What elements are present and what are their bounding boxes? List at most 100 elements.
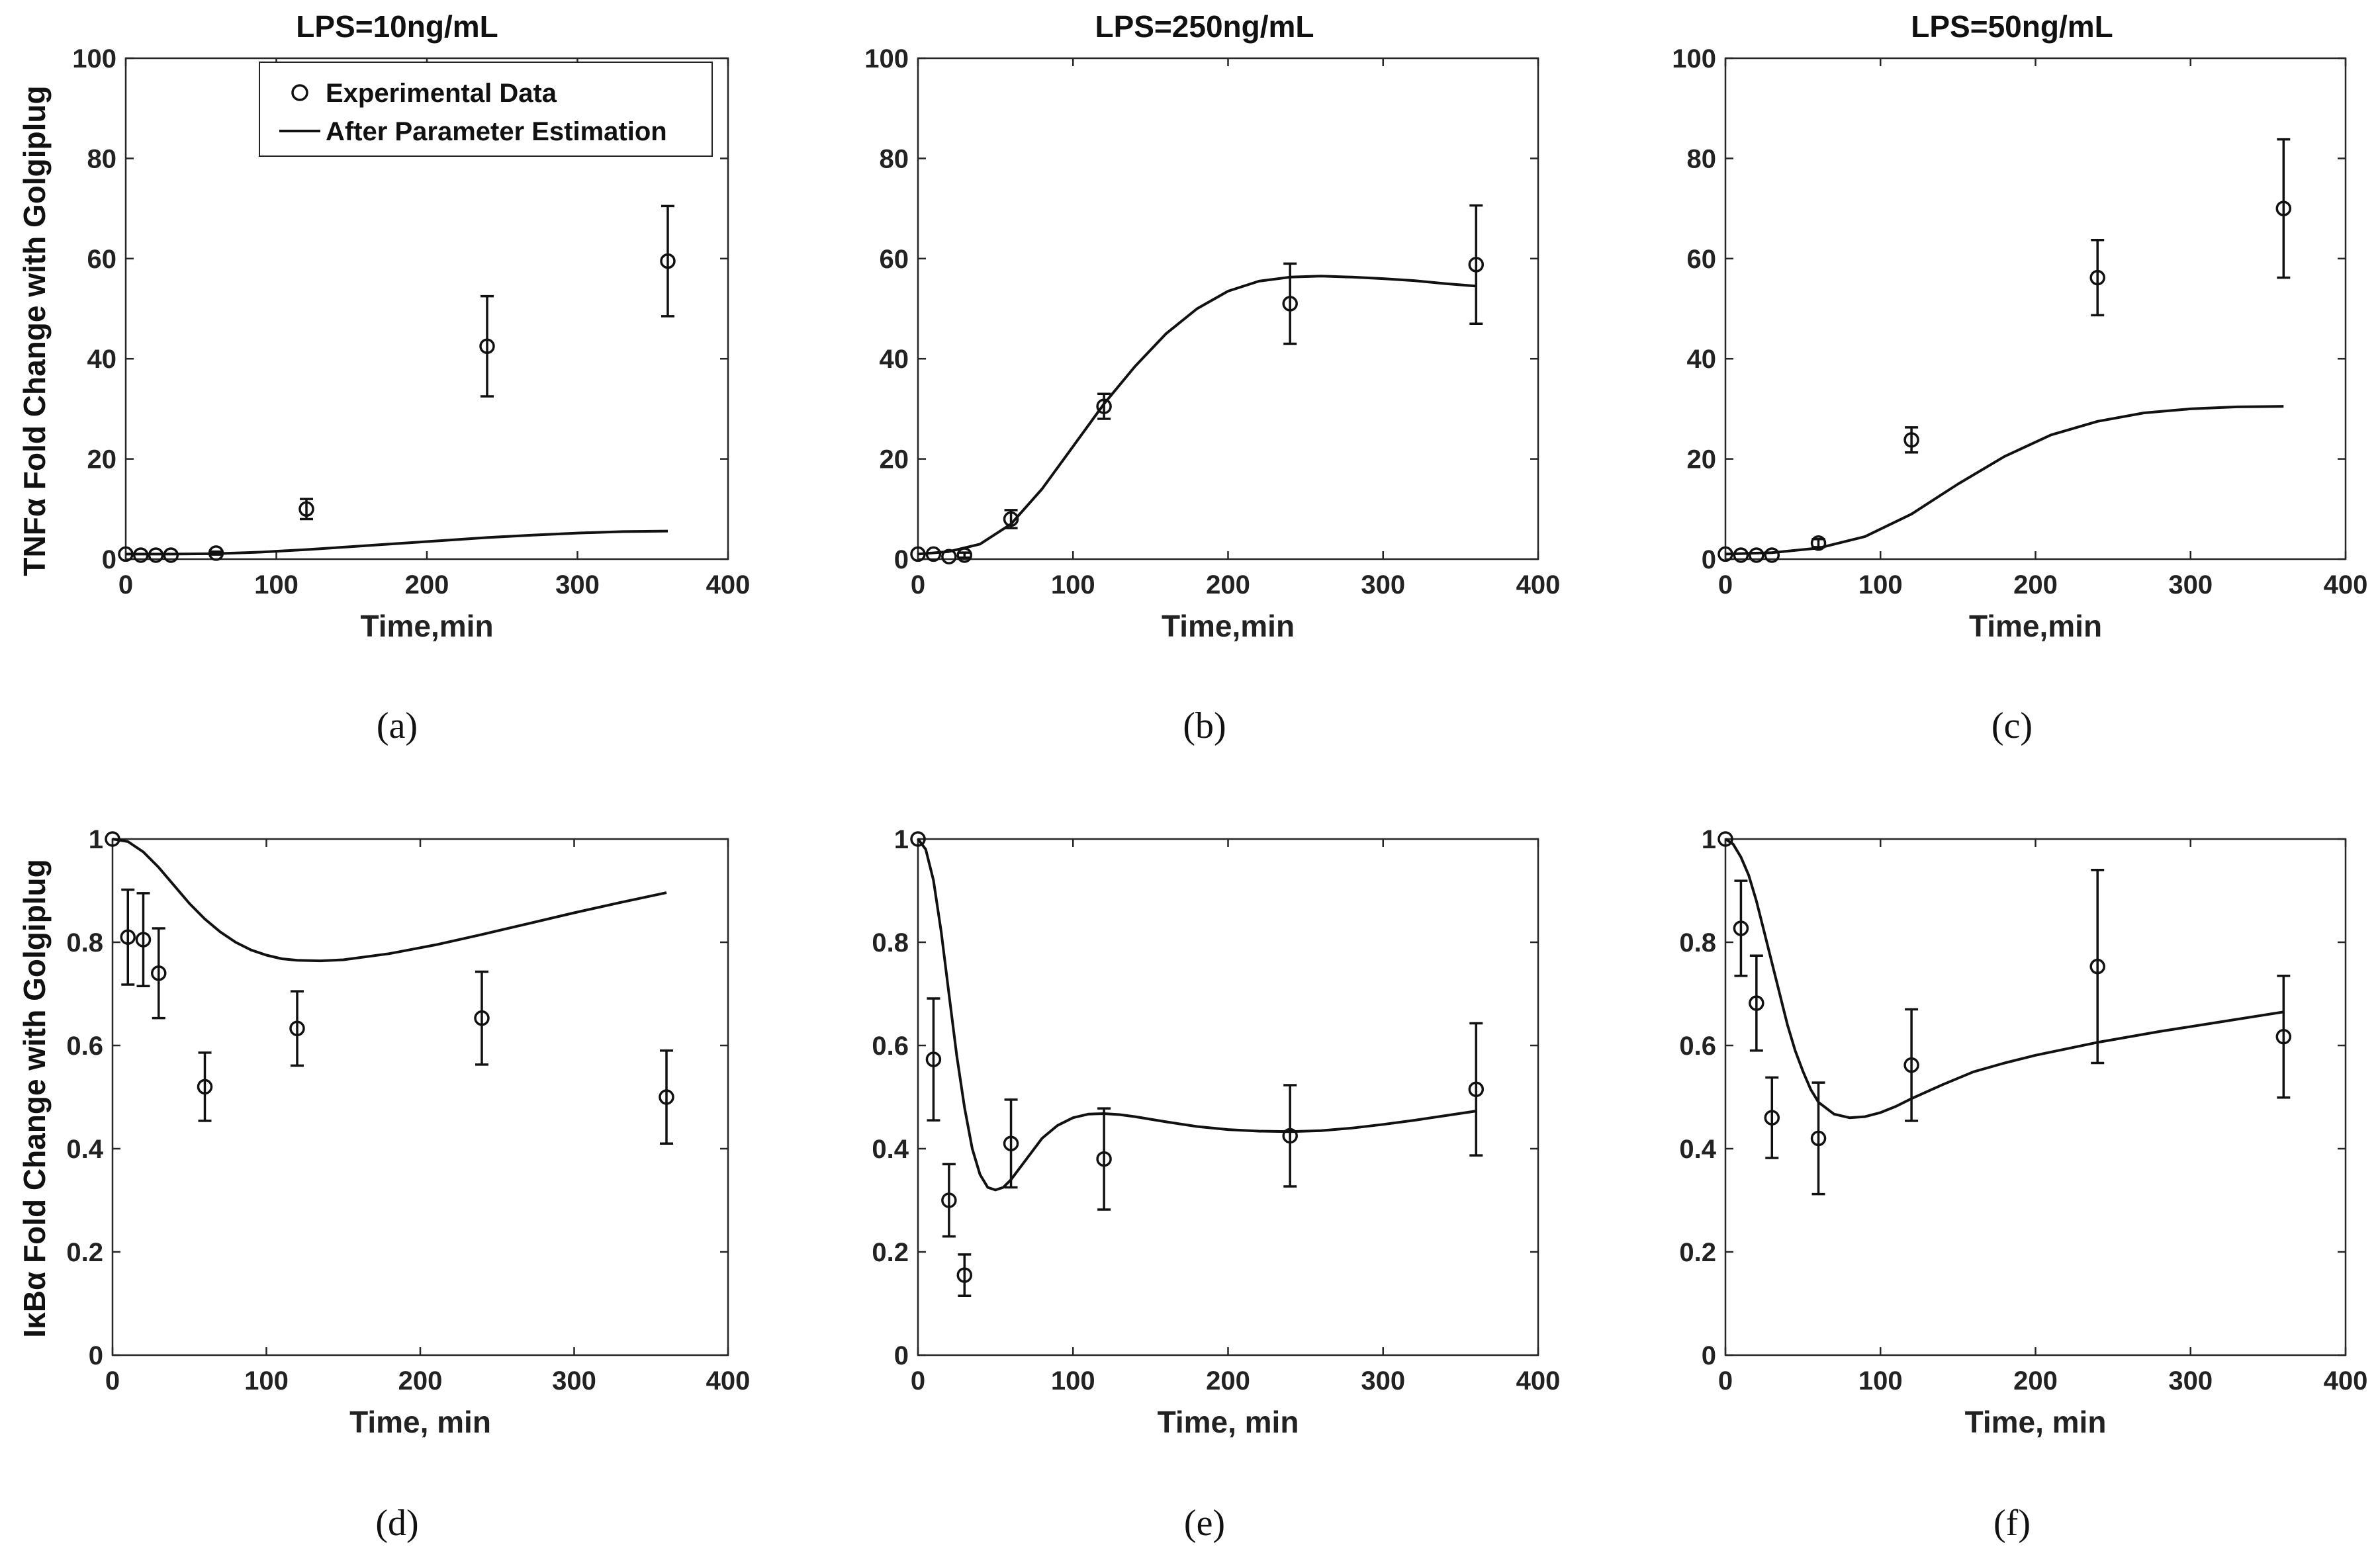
panel-b-x-tick-label: 200: [1206, 570, 1250, 599]
panel-e-data-point: [956, 1267, 973, 1283]
panel-a-plot: 0 100 200 300 400 0 20 40 60 80 100 Time,min: [72, 44, 750, 643]
panel-c-y-tick-label: 20: [1687, 445, 1717, 474]
panel-b-y-tick-label: 80: [880, 144, 909, 173]
panel-a-y-tick-label: 100: [72, 44, 116, 73]
panel-d-y-tick-label: 0.6: [66, 1032, 103, 1061]
panel-a-y-tick-label: 20: [87, 445, 117, 474]
panel-b-x-tick-label: 100: [1051, 570, 1095, 599]
panel-a-data-point: [298, 501, 314, 517]
panel-d-x-tick-label: 400: [706, 1366, 751, 1396]
panel-d-label: (d): [375, 1503, 418, 1544]
panel-a-label: (a): [377, 705, 418, 746]
panel-b-y-tick-label: 60: [880, 245, 909, 274]
panel-b-data-point: [1468, 257, 1485, 273]
panel-d-data-point: [659, 1089, 674, 1105]
panel-e-x-tick-label: 300: [1361, 1366, 1405, 1396]
panel-e-y-tick-label: 0.8: [872, 928, 909, 957]
panel-e-x-tick-label: 100: [1051, 1366, 1095, 1396]
panel-b-label: (b): [1183, 705, 1226, 746]
panel-f-x-tick-label: 400: [2324, 1366, 2368, 1396]
panel-c-x-tick-label: 100: [1858, 570, 1903, 599]
panel-b-data-point: [956, 547, 973, 563]
panel-c-title: LPS=50ng/mL: [1911, 9, 2113, 44]
panel-f-x-tick-label: 0: [1718, 1366, 1733, 1396]
panel-d-x-tick-label: 200: [398, 1366, 443, 1396]
panel-b-y-tick-label: 40: [880, 345, 909, 374]
panel-d-y-tick-label: 0.8: [66, 928, 103, 957]
panel-d-y-tick-label: 1: [89, 825, 103, 854]
panel-c-plot: 0 100 200 300 400 0 20 40 60 80 100 Time,min: [1672, 44, 2367, 643]
panel-f-data-point: [1810, 1130, 1827, 1147]
panel-f-data-point: [2275, 1028, 2292, 1045]
panel-b-x-tick-label: 0: [911, 570, 925, 599]
panel-a-data-point: [163, 547, 179, 563]
panel-c-data-point: [1903, 432, 1919, 448]
panel-f-y-tick-label: 0: [1702, 1341, 1716, 1370]
panel-b-data-point: [1282, 296, 1298, 312]
panel-e-label: (e): [1184, 1503, 1225, 1544]
panel-e-data-point: [1096, 1151, 1112, 1167]
panel-c-y-tick-label: 80: [1687, 144, 1717, 173]
panel-d-x-tick-label: 0: [105, 1366, 120, 1396]
panel-e-x-tick-label: 0: [911, 1366, 925, 1396]
panel-c-y-tick-label: 40: [1687, 345, 1717, 374]
panel-b-y-tick-label: 100: [864, 44, 909, 73]
panel-c-x-axis-label: Time,min: [1969, 609, 2102, 643]
panel-e-x-tick-label: 400: [1516, 1366, 1561, 1396]
panel-b-y-tick-label: 20: [880, 445, 909, 474]
panel-b-data-point: [941, 549, 957, 564]
panel-f-data-point: [2089, 958, 2105, 975]
panel-b-x-tick-label: 300: [1361, 570, 1405, 599]
panel-c-y-tick-label: 0: [1702, 545, 1716, 574]
panel-e-data-point: [1003, 1135, 1019, 1151]
panel-e-data-point: [910, 831, 926, 847]
panel-d-data-point: [197, 1079, 213, 1095]
panel-c-y-tick-label: 60: [1687, 245, 1717, 274]
panel-b-data-point: [925, 546, 942, 562]
panel-b-data-point: [1003, 511, 1019, 527]
panel-a-x-tick-label: 200: [405, 570, 449, 599]
panel-a-x-axis-label: Time,min: [360, 609, 493, 643]
panel-a-title: LPS=10ng/mL: [296, 9, 498, 44]
panel-c-label: (c): [1991, 705, 2033, 746]
panel-d-data-point: [289, 1020, 305, 1037]
legend-entry-fit: After Parameter Estimation: [326, 117, 667, 146]
panel-f-x-tick-label: 300: [2168, 1366, 2213, 1396]
panel-d-data-point: [135, 932, 152, 948]
panel-d-plot: 0 100 200 300 400 0 0.2 0.4 0.6 0.8 1 Time, min: [66, 825, 750, 1439]
panel-f-data-point: [1733, 920, 1749, 936]
panel-f-y-tick-label: 1: [1702, 825, 1716, 854]
panel-c-data-point: [1749, 547, 1764, 563]
legend-entry-experimental: Experimental Data: [326, 79, 557, 108]
panel-f-x-axis-label: Time, min: [1965, 1405, 2107, 1439]
panel-f-label: (f): [1993, 1503, 2031, 1544]
panel-a-y-tick-label: 80: [87, 144, 117, 173]
panel-d-data-point: [120, 929, 136, 945]
panel-c-y-tick-label: 100: [1672, 44, 1716, 73]
panel-e-x-axis-label: Time, min: [1158, 1405, 1299, 1439]
panel-f-x-tick-label: 200: [2013, 1366, 2058, 1396]
panel-b-x-axis-label: Time,min: [1162, 609, 1295, 643]
legend-marker-icon: [291, 84, 308, 101]
panel-d-y-tick-label: 0.4: [66, 1135, 103, 1164]
panel-b-plot: 0 100 200 300 400 0 20 40 60 80 100 Time,min: [864, 44, 1560, 643]
panel-e-data-point: [941, 1192, 957, 1208]
panel-e-data-point: [1468, 1081, 1485, 1098]
panel-c-data-point: [1733, 547, 1749, 563]
panel-f-x-tick-label: 100: [1858, 1366, 1903, 1396]
panel-d-x-tick-label: 300: [552, 1366, 596, 1396]
panel-d-y-tick-label: 0: [89, 1341, 103, 1370]
panel-d-data-point: [474, 1010, 490, 1026]
panel-d-data-point: [105, 831, 120, 847]
panel-f-plot: 0 100 200 300 400 0 0.2 0.4 0.6 0.8 1 Time, min: [1679, 825, 2367, 1439]
panel-d-y-tick-label: 0.2: [66, 1238, 103, 1267]
panel-a-data-point: [133, 547, 149, 563]
panel-a-y-tick-label: 0: [102, 545, 116, 574]
panel-f-y-tick-label: 0.6: [1679, 1032, 1716, 1061]
panel-e-y-tick-label: 0.2: [872, 1238, 909, 1267]
panel-d-data-point: [151, 965, 167, 981]
panel-e-fit-line: [917, 838, 1477, 1192]
panel-c-x-tick-label: 400: [2324, 570, 2368, 599]
